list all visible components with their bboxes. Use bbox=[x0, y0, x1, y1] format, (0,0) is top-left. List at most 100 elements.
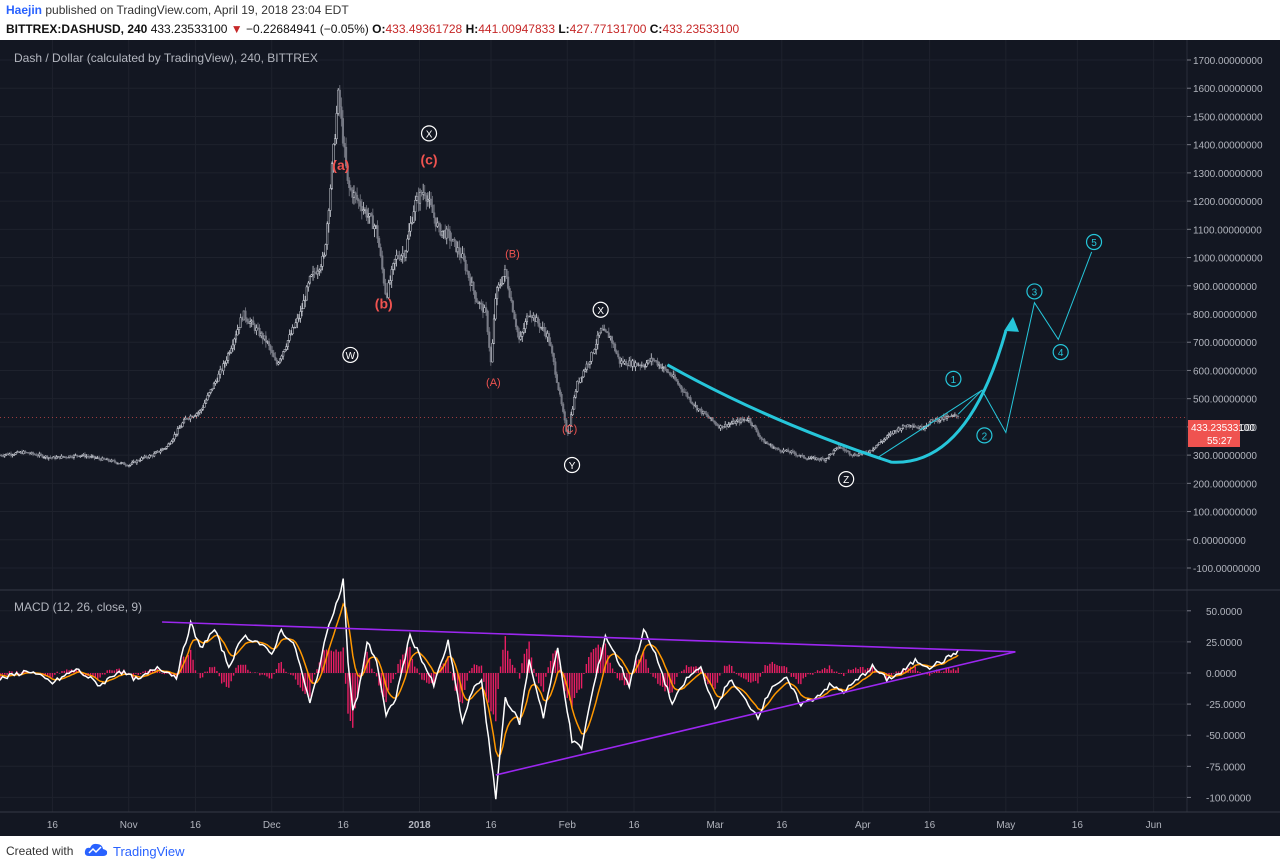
macd-histogram-bar bbox=[75, 669, 77, 673]
wave-x2-marker-circle bbox=[592, 301, 609, 318]
macd-histogram-bar bbox=[864, 669, 866, 673]
price-candle bbox=[547, 333, 551, 343]
price-axis[interactable]: 1700.00000000 1600.00000000 1500.00000000 1… bbox=[1187, 56, 1263, 575]
macd-histogram-bar bbox=[456, 673, 459, 696]
wave-z-marker-text: Z bbox=[843, 475, 849, 486]
price-tick-label: 100.00000000 bbox=[1193, 508, 1257, 519]
rounding-bottom-curve[interactable] bbox=[666, 330, 1008, 464]
price-candle bbox=[571, 408, 574, 416]
macd-histogram-bar bbox=[731, 665, 733, 673]
time-axis[interactable]: 16 Nov 16 Dec 16 2018 16 Feb 16 Mar 16 Apr 16 May 16 Ju… bbox=[47, 820, 1162, 831]
wave-z-marker-circle bbox=[838, 471, 855, 488]
price-candle bbox=[576, 380, 579, 392]
price-candle bbox=[411, 221, 414, 224]
macd-histogram-bar bbox=[790, 673, 793, 677]
macd-histogram-bar bbox=[11, 671, 13, 673]
macd-histogram-bar bbox=[568, 673, 571, 701]
macd-histogram-bar bbox=[194, 670, 197, 673]
macd-histogram-bar bbox=[449, 671, 452, 673]
price-candle bbox=[437, 222, 440, 225]
price-candle bbox=[758, 435, 761, 438]
macd-histogram-bar bbox=[588, 657, 590, 673]
macd-histogram-bar bbox=[735, 673, 738, 675]
macd-histogram-bar bbox=[859, 667, 862, 673]
macd-histogram-bar bbox=[58, 673, 61, 674]
price-candle bbox=[802, 455, 805, 459]
macd-histogram-bar bbox=[375, 673, 378, 677]
macd-axis[interactable]: 50.0000 25.0000 0.0000 -25.0000 -50.0000 -75.… bbox=[1187, 607, 1251, 805]
price-candle bbox=[208, 392, 211, 396]
price-candle bbox=[286, 340, 289, 347]
price-candle bbox=[763, 439, 766, 444]
macd-histogram-bar bbox=[607, 655, 609, 673]
price-candle bbox=[406, 238, 409, 252]
price-candle bbox=[285, 346, 288, 350]
macd-histogram-bar bbox=[323, 650, 325, 673]
wave-4-marker-circle bbox=[1052, 344, 1069, 361]
macd-histogram-bar bbox=[94, 673, 97, 678]
price-candle bbox=[496, 287, 499, 300]
price-candle bbox=[356, 194, 359, 200]
macd-histogram-bar bbox=[378, 673, 380, 686]
macd-histogram-bar bbox=[428, 673, 430, 684]
wave-projection-path[interactable] bbox=[957, 251, 1093, 434]
price-candle bbox=[404, 250, 407, 258]
price-tick-label: 900.00000000 bbox=[1193, 282, 1257, 293]
price-candle bbox=[217, 373, 220, 382]
price-candle bbox=[173, 434, 176, 440]
macd-histogram-bar bbox=[161, 673, 163, 674]
macd-histogram-bar bbox=[669, 673, 671, 694]
price-candle bbox=[552, 353, 555, 362]
tradingview-link[interactable]: TradingView bbox=[113, 844, 185, 859]
macd-histogram-bar bbox=[557, 648, 559, 673]
price-candle bbox=[881, 440, 884, 443]
price-candle bbox=[346, 165, 349, 181]
macd-histogram-bar bbox=[893, 673, 895, 674]
macd-histogram-bar bbox=[583, 673, 585, 675]
price-candle bbox=[354, 192, 357, 196]
price-candle bbox=[160, 448, 164, 452]
wave-w-marker: W bbox=[342, 346, 359, 364]
macd-histogram-bar bbox=[478, 666, 480, 673]
price-candle bbox=[500, 282, 503, 286]
price-candle bbox=[713, 420, 716, 423]
price-candle bbox=[414, 200, 417, 213]
price-tick-label: 1500.00000000 bbox=[1193, 112, 1263, 123]
price-candle bbox=[842, 447, 845, 450]
macd-histogram-bar bbox=[795, 673, 797, 680]
macd-histogram-bar bbox=[147, 671, 149, 673]
macd-histogram-bar bbox=[945, 667, 947, 673]
price-candle bbox=[234, 334, 238, 340]
price-candle bbox=[610, 336, 613, 344]
wave1-projection-path[interactable] bbox=[876, 389, 983, 459]
price-candle bbox=[555, 374, 558, 383]
macd-histogram-bar bbox=[151, 670, 154, 673]
author-link[interactable]: Haejin bbox=[6, 3, 43, 17]
chart-canvas[interactable]: Dash / Dollar (calculated by TradingView… bbox=[0, 40, 1280, 836]
price-candle bbox=[187, 418, 190, 420]
macd-histogram-bar bbox=[201, 673, 204, 678]
price-candle bbox=[373, 225, 376, 230]
macd-triangle-lower[interactable] bbox=[495, 651, 1016, 776]
price-candle bbox=[245, 318, 249, 322]
macd-histogram-bar bbox=[394, 673, 397, 675]
price-candle bbox=[705, 413, 708, 416]
macd-triangle-upper[interactable] bbox=[162, 621, 1016, 653]
price-candle bbox=[511, 300, 514, 313]
wave-5-marker-text: 5 bbox=[1091, 238, 1097, 249]
price-candle bbox=[41, 454, 44, 458]
macd-histogram-bar bbox=[416, 668, 418, 673]
price-candle bbox=[645, 362, 648, 367]
time-tick-label: 16 bbox=[1072, 820, 1084, 831]
price-candle bbox=[466, 270, 469, 272]
price-candle bbox=[400, 255, 403, 260]
macd-histogram-bar bbox=[211, 667, 213, 673]
wave-label: (b) bbox=[375, 295, 393, 311]
macd-histogram-bar bbox=[666, 673, 669, 689]
macd-histogram-bar bbox=[785, 667, 788, 673]
macd-histogram-bar bbox=[187, 654, 189, 673]
macd-histogram-bar bbox=[332, 651, 335, 673]
price-candle bbox=[892, 430, 895, 434]
price-candle bbox=[27, 452, 30, 454]
price-tick-label: 200.00000000 bbox=[1193, 479, 1257, 490]
